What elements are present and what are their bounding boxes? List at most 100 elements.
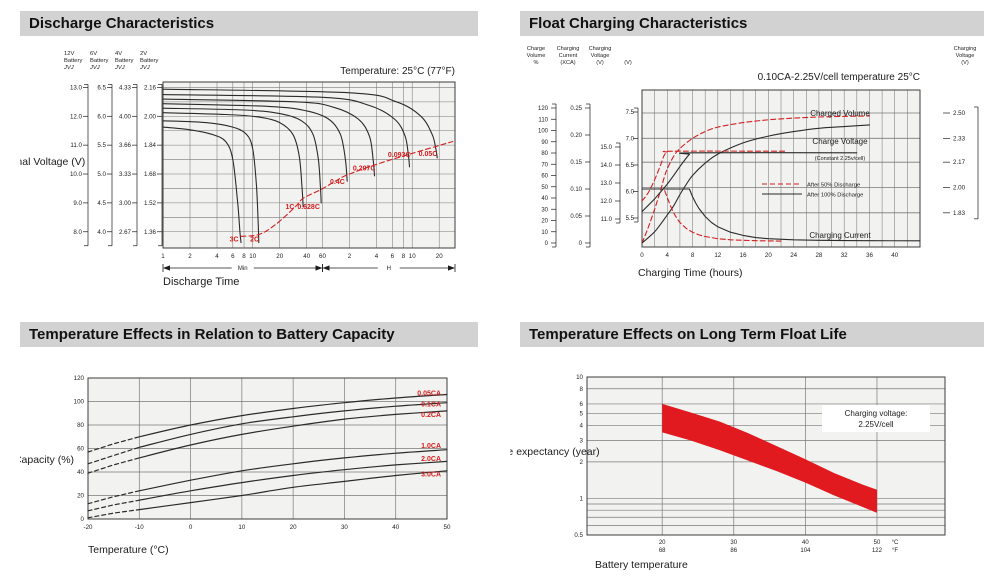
plot-border — [87, 377, 448, 520]
scale-header: Battery — [64, 58, 82, 64]
y-axis-title: Capacity (%) — [20, 454, 74, 466]
axis-header: (V) — [624, 60, 632, 66]
y-tick-label: 20 — [77, 493, 84, 500]
capacity-curve-005ca — [138, 393, 448, 438]
envelope-dashed-curve — [240, 140, 454, 237]
capacity-curve-02ca-dashed — [87, 457, 140, 474]
scale-tick-label: 5.0 — [97, 171, 106, 178]
discharge-curve-0093c — [162, 94, 411, 168]
x-tick-label: 32 — [841, 252, 848, 259]
arrow-right-icon — [448, 265, 455, 271]
x-tick-label: 8 — [402, 253, 406, 260]
x-tick-label: 40 — [392, 524, 399, 531]
constant-voltage-label: (Constant 2.25v/cell) — [815, 156, 866, 162]
plot-border — [586, 376, 946, 536]
scale-tick-label: 9.0 — [73, 200, 82, 207]
x-tick-label: 0 — [640, 252, 644, 259]
x-tick-label: 0 — [189, 524, 193, 531]
scale-header: Battery — [90, 58, 108, 64]
axis-tick-label: 6.0 — [626, 190, 635, 196]
x-axis-title: Charging Time (hours) — [638, 267, 742, 279]
arrow-right-icon — [315, 265, 323, 271]
scale-tick-label: 3.66 — [119, 142, 132, 149]
x-tick-label: 36 — [866, 252, 873, 259]
section-header-float-life: Temperature Effects on Long Term Float L… — [520, 322, 984, 347]
x-tick-label: 20 — [290, 524, 297, 531]
y-tick-label: 60 — [77, 446, 84, 453]
legend-label: After 50% Discharge — [807, 183, 860, 189]
axis-tick-label: 11.0 — [601, 217, 613, 223]
charged-volume-label: Charged Volume — [810, 109, 870, 118]
x-tick-label: -10 — [135, 524, 145, 531]
x-tick-label: -20 — [84, 524, 94, 531]
axis-header: (XCA) — [560, 60, 575, 66]
temp-capacity-chart: 0 20 40 60 80 100 120 -20 -10 0 10 20 30 40 50 0.05CA 0.… — [20, 375, 451, 556]
axis-tick-label: 20 — [541, 219, 548, 225]
scale-header: JVJ — [89, 65, 100, 71]
x-tick-label-f: 86 — [730, 548, 737, 554]
x-tick-label: 4 — [375, 253, 379, 260]
time-unit-label: H — [387, 266, 391, 272]
section-title-float-charging: Float Charging Characteristics — [529, 15, 748, 32]
curve-label: 0.628C — [297, 204, 320, 211]
x-tick-label-c: 50 — [874, 540, 881, 546]
scale-tick-label: 11.0 — [70, 142, 82, 149]
axis-header: Volume — [527, 53, 546, 59]
scale-header: JVJ — [114, 65, 125, 71]
arrow-left-icon — [163, 265, 170, 271]
y-tick-label: 0 — [81, 516, 85, 523]
axis-tick-label: 12.0 — [600, 199, 612, 205]
x-tick-label: 16 — [740, 252, 747, 259]
capacity-curve-30ca-dashed — [87, 509, 140, 519]
x-tick-label: 24 — [790, 252, 797, 259]
axis-tick-label: 0.05 — [570, 214, 582, 220]
curve-label: 1C — [285, 204, 294, 211]
axis-tick-label: 120 — [538, 106, 549, 112]
scale-header: Battery — [140, 58, 158, 64]
x-tick-label: 40 — [303, 253, 310, 260]
x-tick-label: 10 — [409, 253, 416, 260]
capacity-curve-01ca — [138, 402, 448, 448]
volume-50-curve — [641, 115, 871, 244]
x-tick-label-c: 40 — [802, 540, 809, 546]
discharge-curve-3c — [162, 126, 242, 244]
capacity-curve-01ca-dashed — [87, 446, 140, 465]
axis-tick-label: 30 — [541, 207, 548, 213]
axis-tick-label: 80 — [541, 151, 548, 157]
axis-tick-label: 1.83 — [953, 210, 966, 217]
label-mask — [377, 264, 400, 272]
label-mask — [231, 264, 254, 272]
y-tick-label: 10 — [576, 374, 583, 381]
current-100-curve — [641, 188, 921, 242]
discharge-characteristics-chart: 12VBatteryJVJ13.012.011.010.09.08.06VBat… — [20, 51, 456, 288]
y-tick-label: 2 — [580, 459, 584, 466]
y-tick-label: 6 — [580, 401, 584, 408]
axis-header: Charge — [527, 46, 545, 52]
x-tick-label-f: 104 — [800, 548, 811, 554]
axis-tick-label: 60 — [541, 174, 548, 180]
axis-header: Charging — [589, 46, 612, 52]
curve-label: 0.05C — [419, 151, 438, 158]
section-title-float-life: Temperature Effects on Long Term Float L… — [529, 326, 847, 343]
capacity-curve-30ca — [138, 470, 448, 511]
y-tick-label: 8 — [580, 386, 584, 393]
axis-header: (V) — [596, 60, 604, 66]
curve-label: 0.1CA — [421, 401, 441, 408]
plot-area — [163, 82, 455, 248]
time-unit-label: Min — [238, 266, 248, 272]
scale-tick-label: 1.52 — [144, 200, 157, 207]
axis-header: (V) — [961, 60, 969, 66]
x-tick-label: 50 — [444, 524, 451, 531]
discharge-curve-2c — [162, 120, 260, 244]
scale-tick-label: 6.0 — [97, 113, 106, 120]
charging-voltage-annotation: 2.25V/cell — [858, 420, 893, 429]
scale-tick-label: 10.0 — [70, 171, 83, 178]
curve-label: 2C — [250, 237, 259, 244]
x-tick-label-c: 20 — [659, 540, 666, 546]
voltage-100-curve — [641, 152, 858, 213]
curve-label: 0.093C — [388, 152, 411, 159]
annotation-box — [822, 405, 930, 432]
curve-label: 0.2CA — [421, 412, 441, 419]
x-tick-label: 10 — [238, 524, 245, 531]
scale-tick-label: 2.00 — [144, 113, 157, 120]
